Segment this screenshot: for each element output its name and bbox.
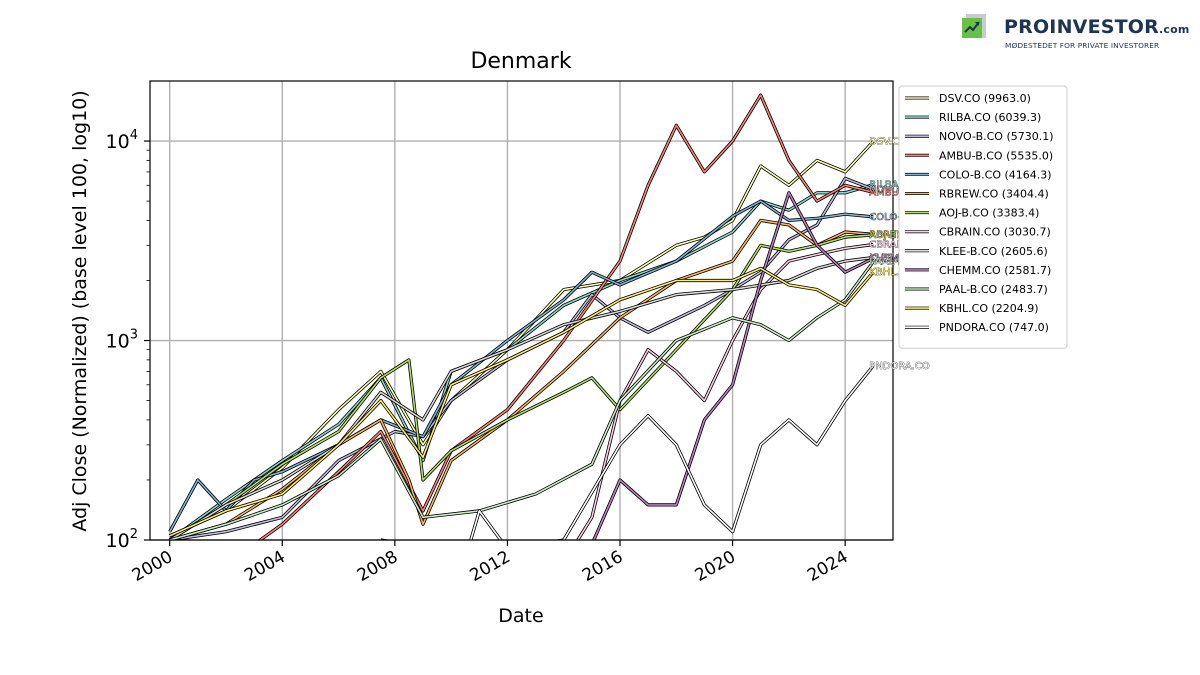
brand-tagline: MØDESTEDET FOR PRIVATE INVESTORER xyxy=(1005,41,1160,50)
series-line xyxy=(169,234,874,540)
series-line xyxy=(169,267,874,537)
legend-entry: AMBU-B.CO (5535.0) xyxy=(939,149,1053,162)
y-axis-ticks: 102 103 104 xyxy=(106,128,150,552)
legend-entry: AOJ-B.CO (3383.4) xyxy=(939,207,1039,220)
x-tick-label: 2016 xyxy=(579,547,626,586)
grid xyxy=(150,81,893,541)
chart-title: Denmark xyxy=(470,49,571,74)
legend-entry: DSV.CO (9963.0) xyxy=(939,92,1031,105)
series-end-label: PNDORA.CO xyxy=(869,361,929,372)
series-line xyxy=(169,183,874,540)
series-end-label: DSV.CO xyxy=(869,136,907,147)
series-end-label: KLEE-B.CO xyxy=(869,253,922,264)
legend-entry: CBRAIN.CO (3030.7) xyxy=(939,226,1051,239)
plot-frame xyxy=(149,80,894,541)
x-tick-label: 2004 xyxy=(241,547,288,586)
series-line xyxy=(169,261,874,540)
series-end-label: RILBA.CO xyxy=(869,180,916,191)
legend-entry: KLEE-B.CO (2605.6) xyxy=(939,245,1048,258)
series-end-label: PAAL-B.CO xyxy=(869,257,922,268)
series-line-outline xyxy=(469,364,875,540)
series-end-label: AOJ-B.CO xyxy=(869,230,914,241)
series-line xyxy=(169,256,874,540)
series-line xyxy=(169,140,874,537)
legend-entry: PAAL-B.CO (2483.7) xyxy=(939,283,1048,296)
y-tick-label: 103 xyxy=(106,328,138,353)
series-line-outline xyxy=(169,93,874,540)
series-line xyxy=(169,177,874,540)
series-end-label: NOVO-B.CO xyxy=(869,184,927,195)
chart-up-icon xyxy=(962,14,986,38)
legend-entry: PNDORA.CO (747.0) xyxy=(939,321,1049,334)
legend: DSV.CO (9963.0) RILBA.CO (6039.3) NOVO-B.C… xyxy=(898,85,1068,349)
series-end-label: AMBU-B.CO xyxy=(869,187,927,198)
series-end-label: COLO-B.CO xyxy=(869,212,925,223)
legend-entry: COLO-B.CO (4164.3) xyxy=(939,168,1052,181)
legend-entry: NOVO-B.CO (5730.1) xyxy=(939,130,1054,143)
series-line xyxy=(380,192,874,540)
x-tick-label: 2008 xyxy=(354,547,401,586)
y-tick-label: 104 xyxy=(106,128,138,153)
series-line-outline xyxy=(169,176,874,540)
series-line xyxy=(168,200,874,533)
x-axis-label: Date xyxy=(498,605,543,627)
legend-entry: RILBA.CO (6039.3) xyxy=(939,111,1041,124)
legend-entry: RBREW.CO (3404.4) xyxy=(939,188,1049,201)
brand-logo[interactable]: PROINVESTOR.com MØDESTEDET FOR PRIVATE I… xyxy=(960,8,1195,56)
series-end-label: CBRAIN.CO xyxy=(869,239,925,250)
brand-name: PROINVESTOR.com xyxy=(1004,16,1190,38)
x-tick-label: 2000 xyxy=(129,547,176,586)
series-line-outline xyxy=(168,183,874,540)
x-tick-label: 2012 xyxy=(466,547,513,586)
series-line-outline xyxy=(169,218,874,540)
series-end-label: CHEMM.CO xyxy=(869,253,925,264)
series-lines xyxy=(168,93,875,540)
legend-entry: KBHL.CO (2204.9) xyxy=(939,302,1039,315)
x-tick-label: 2024 xyxy=(804,547,851,586)
series-end-label: RBREW.CO xyxy=(869,229,923,240)
y-axis-label: Adj Close (Normalized) (base level 100, … xyxy=(69,90,91,531)
legend-box xyxy=(898,85,1068,349)
series-line xyxy=(577,243,874,540)
x-axis-ticks: 2000 2004 2008 2012 2016 2020 2024 xyxy=(129,540,852,586)
x-tick-label: 2020 xyxy=(692,547,739,586)
legend-entry: CHEMM.CO (2581.7) xyxy=(939,264,1051,277)
y-tick-label: 102 xyxy=(106,527,138,552)
series-end-label: KBHL.CO xyxy=(869,267,914,278)
series-line xyxy=(470,365,874,540)
series-line xyxy=(169,94,874,540)
